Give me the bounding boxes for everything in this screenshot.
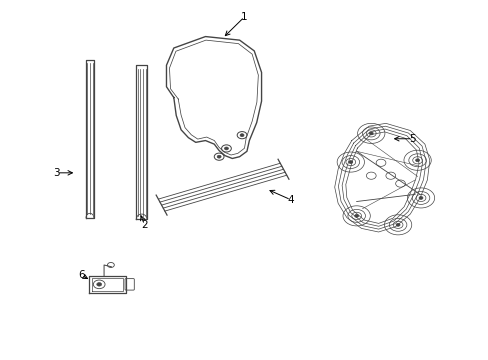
Circle shape xyxy=(224,147,228,150)
Text: 5: 5 xyxy=(408,134,415,144)
Circle shape xyxy=(217,155,221,158)
Text: 3: 3 xyxy=(53,168,60,178)
Circle shape xyxy=(97,283,102,286)
Circle shape xyxy=(348,161,352,163)
Text: 4: 4 xyxy=(287,195,294,205)
Circle shape xyxy=(395,224,399,226)
Circle shape xyxy=(240,134,244,136)
Text: 2: 2 xyxy=(141,220,147,230)
Text: 1: 1 xyxy=(241,12,247,22)
Text: 6: 6 xyxy=(78,270,84,280)
Circle shape xyxy=(368,132,372,135)
Circle shape xyxy=(418,197,422,199)
Circle shape xyxy=(415,159,419,162)
Circle shape xyxy=(354,215,358,217)
